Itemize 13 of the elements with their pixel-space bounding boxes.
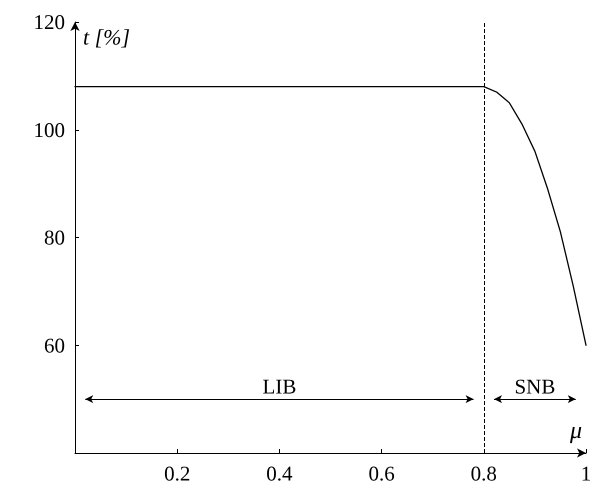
y-tick-label: 100 xyxy=(34,118,65,142)
y-tick-label: 120 xyxy=(34,10,65,34)
x-tick-label: 0.2 xyxy=(164,462,190,486)
x-tick-label: 0.8 xyxy=(470,462,497,486)
x-tick-label: 0.4 xyxy=(266,462,294,486)
y-tick-label: 60 xyxy=(44,333,65,358)
y-axis-title: t [%] xyxy=(83,24,130,50)
annotation: LIB xyxy=(262,374,296,399)
x-axis-title: μ xyxy=(568,418,582,444)
x-tick-label: 0.6 xyxy=(368,462,395,486)
annotation: SNB xyxy=(514,374,556,399)
x-tick-label: 1 xyxy=(580,462,592,486)
y-tick-label: 80 xyxy=(44,226,65,250)
